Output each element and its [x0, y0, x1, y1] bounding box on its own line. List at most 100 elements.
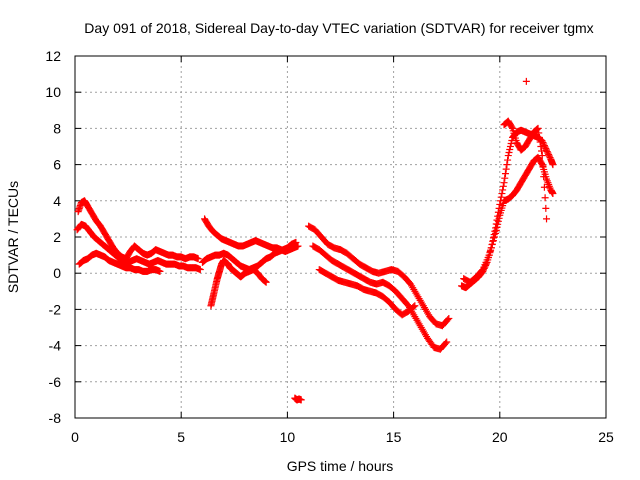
data-point — [156, 267, 164, 275]
y-tick-label: 12 — [45, 48, 61, 64]
data-point — [261, 277, 269, 285]
series-track-c — [75, 249, 164, 275]
series-track-m — [500, 117, 551, 223]
y-tick-label: -8 — [49, 410, 62, 426]
data-point — [487, 244, 495, 252]
data-point — [543, 148, 551, 156]
series-track-g — [291, 394, 305, 404]
data-point — [544, 149, 552, 157]
data-point — [503, 161, 511, 169]
data-point — [493, 223, 501, 231]
data-point — [522, 77, 530, 85]
series-track-a — [74, 197, 202, 263]
data-point — [501, 170, 509, 178]
data-point — [292, 238, 300, 246]
data-point — [549, 190, 557, 198]
x-tick-label: 10 — [280, 429, 296, 445]
y-tick-label: -4 — [49, 338, 62, 354]
data-point — [534, 124, 542, 132]
data-point — [443, 338, 451, 346]
x-tick-label: 5 — [177, 429, 185, 445]
y-tick-label: -6 — [49, 374, 62, 390]
data-point — [540, 183, 548, 191]
data-point — [533, 125, 541, 133]
data-point — [538, 152, 546, 160]
data-point — [261, 278, 269, 286]
data-point — [539, 162, 547, 170]
axis-ticks: 0 5 10 15 20 25 -8 -6 -4 -2 0 2 4 6 8 10 12 — [45, 48, 614, 445]
data-point — [504, 156, 512, 164]
data-point — [541, 194, 549, 202]
data-point — [500, 179, 508, 187]
series-track-f — [207, 257, 270, 310]
data-point — [445, 314, 453, 322]
series-outlier — [522, 77, 530, 85]
data-point — [495, 214, 503, 222]
x-tick-label: 20 — [492, 429, 508, 445]
data-point — [485, 251, 493, 259]
data-point — [478, 267, 486, 275]
y-tick-label: 2 — [53, 229, 61, 245]
data-point — [543, 146, 551, 154]
y-axis-label: SDTVAR / TECUs — [5, 181, 21, 293]
data-point — [410, 303, 418, 311]
y-tick-label: 10 — [45, 84, 61, 100]
data-point — [499, 186, 507, 194]
data-point — [542, 204, 550, 212]
data-point — [497, 193, 505, 201]
data-point — [535, 133, 543, 141]
data-point — [196, 266, 204, 274]
x-axis-label: GPS time / hours — [287, 458, 394, 474]
data-point — [549, 161, 557, 169]
series-track-l — [460, 153, 557, 286]
data-point — [444, 316, 452, 324]
y-tick-label: 0 — [53, 265, 61, 281]
data-point — [411, 302, 419, 310]
data-point — [492, 229, 500, 237]
data-point — [498, 190, 506, 198]
y-tick-label: -2 — [49, 301, 62, 317]
series-track-h — [305, 222, 453, 330]
data-point — [537, 143, 545, 150]
y-tick-label: 8 — [53, 120, 61, 136]
data-point — [504, 152, 512, 160]
data-point — [262, 278, 270, 286]
data-point — [506, 143, 514, 150]
data-point — [505, 149, 513, 157]
data-point — [543, 215, 551, 223]
x-tick-label: 15 — [386, 429, 402, 445]
data-points — [73, 77, 557, 404]
x-tick-label: 0 — [71, 429, 79, 445]
data-point — [489, 237, 497, 245]
grid-lines — [75, 56, 606, 418]
data-point — [535, 129, 543, 137]
data-point — [508, 123, 516, 131]
data-point — [490, 233, 498, 241]
series-track-j — [315, 266, 419, 319]
data-point — [494, 220, 502, 228]
data-point — [492, 226, 500, 234]
data-point — [494, 217, 502, 225]
x-tick-label: 25 — [598, 429, 614, 445]
data-point — [194, 255, 202, 263]
data-point — [501, 174, 509, 182]
data-point — [540, 173, 548, 181]
data-point — [506, 146, 514, 154]
data-point — [538, 147, 546, 155]
data-point — [541, 143, 549, 151]
data-point — [488, 240, 496, 248]
data-point — [542, 145, 550, 153]
data-point — [486, 247, 494, 255]
data-point — [442, 339, 450, 347]
data-point — [536, 138, 544, 146]
data-point — [545, 151, 553, 159]
y-tick-label: 4 — [53, 193, 61, 209]
chart-title: Day 091 of 2018, Sidereal Day-to-day VTE… — [84, 20, 593, 36]
data-point — [297, 396, 305, 404]
data-point — [540, 142, 548, 150]
data-point — [507, 139, 515, 147]
data-point — [545, 152, 553, 160]
data-point — [502, 165, 510, 173]
data-point — [499, 182, 507, 190]
